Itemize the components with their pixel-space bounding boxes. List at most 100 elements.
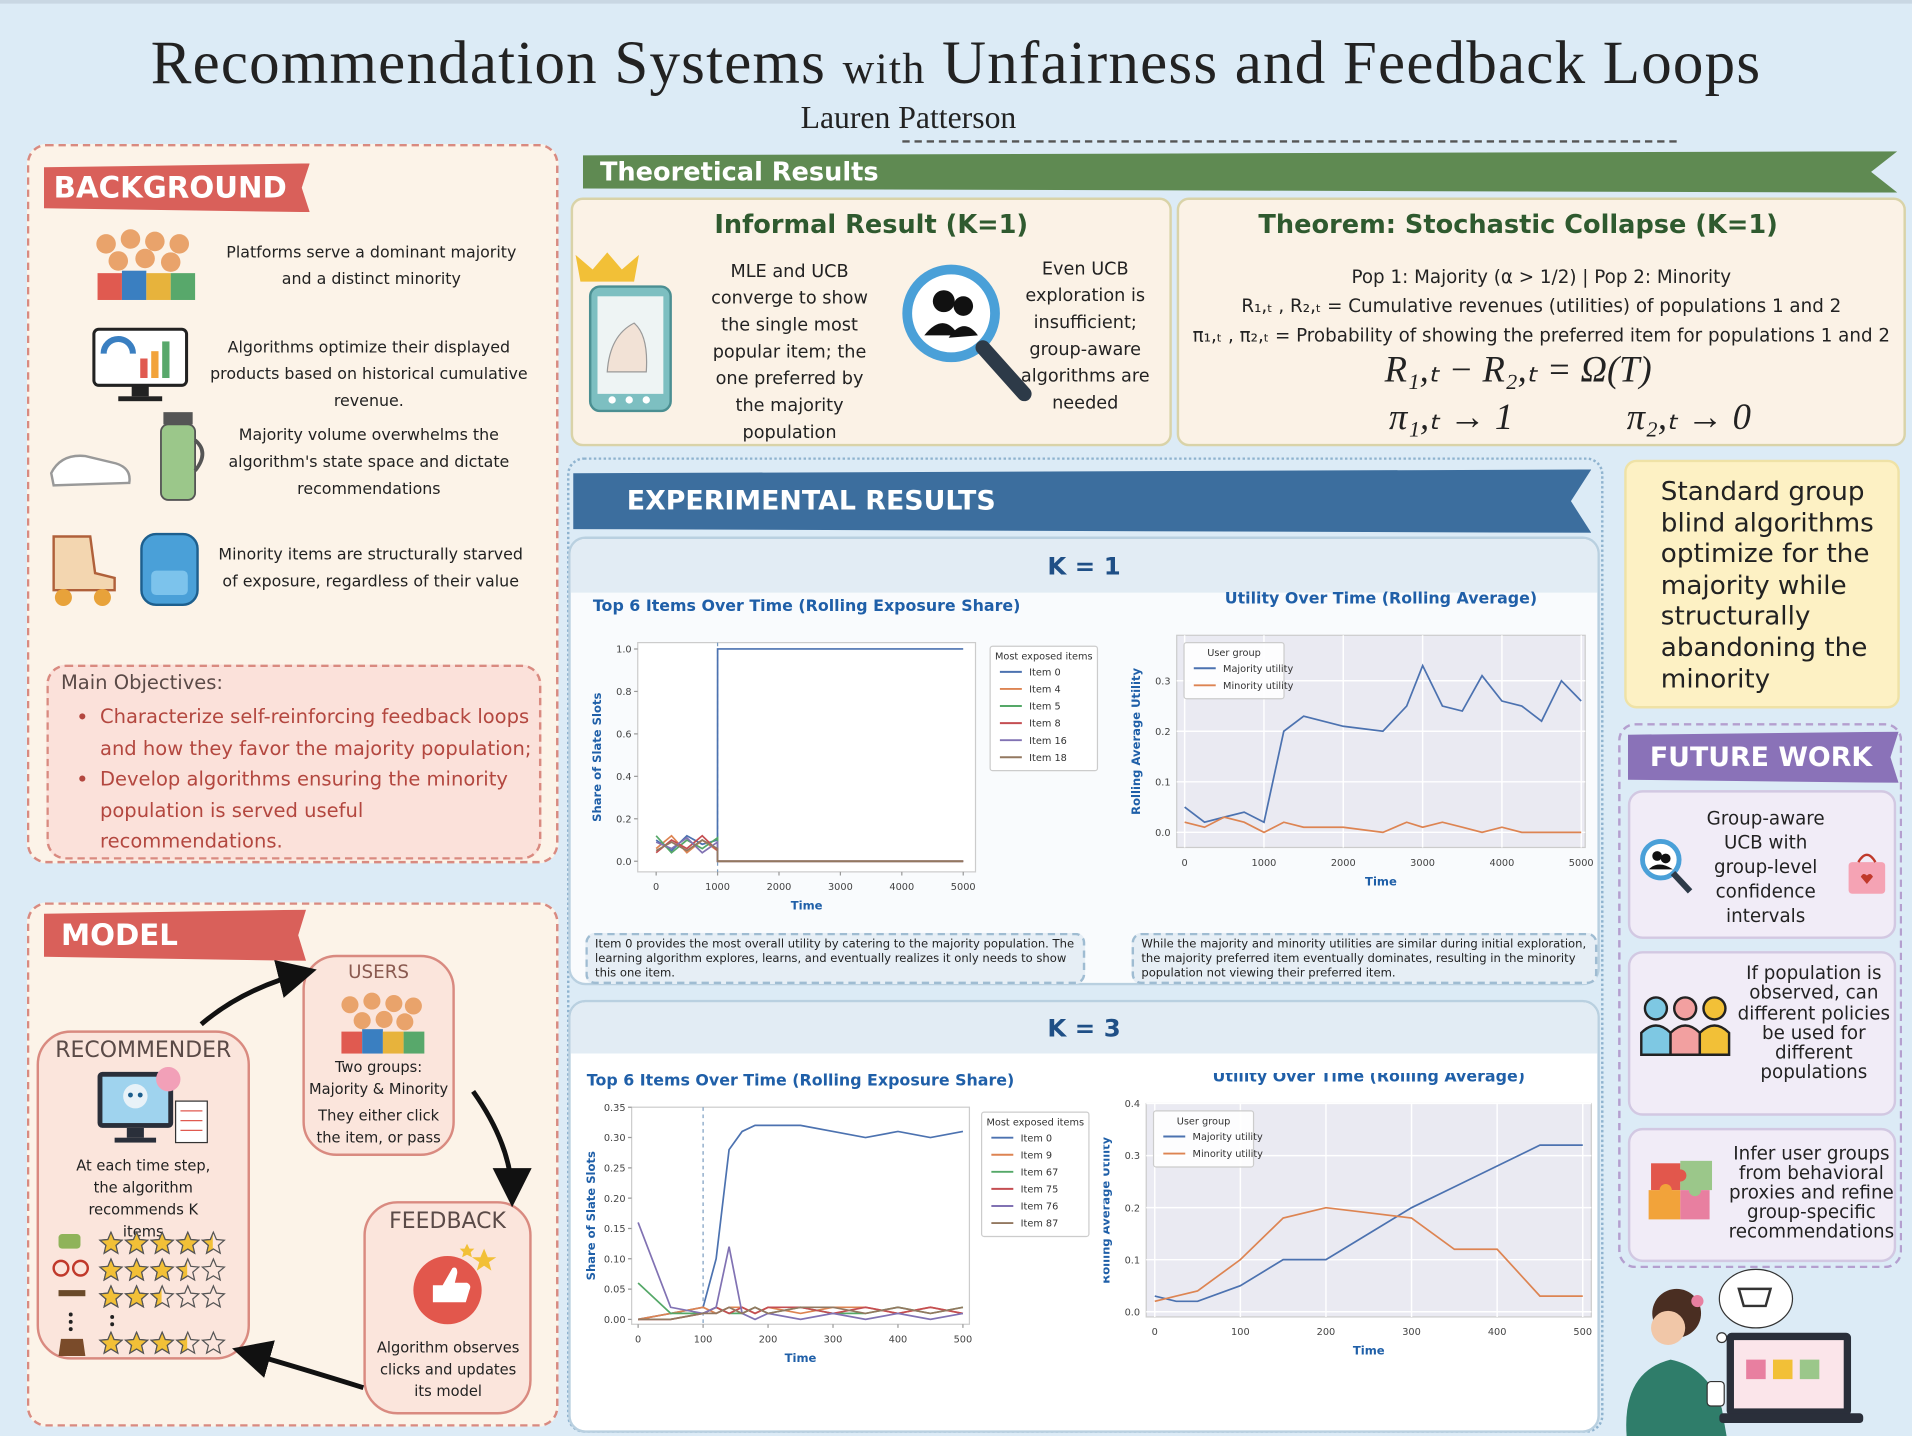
users-box [302, 954, 455, 1156]
users-icon-part-part [404, 997, 422, 1015]
legend-label: Minority utility [1193, 1149, 1264, 1160]
magnifier-icon-part [1652, 851, 1663, 861]
x-tick-label: 0 [1182, 858, 1188, 869]
series-line [1154, 1144, 1583, 1303]
puzzle-icon-part [1674, 1169, 1687, 1182]
ratings-part [110, 1322, 115, 1327]
k-label: K = 3 [570, 1002, 1598, 1054]
objectives-list: Characterize self-reinforcing feedback l… [49, 701, 539, 856]
background-text: Minority items are structurally starved … [218, 546, 523, 592]
x-tick-label: 400 [889, 1335, 908, 1346]
chart: Utility Over Time (Rolling Average) 0.0 0.… [1129, 591, 1594, 888]
shopper-illustration-part [1746, 1359, 1766, 1380]
theorem-line: π₁,ₜ , π₂,ₜ = Probability of showing the… [1192, 324, 1891, 347]
groups-icon-part-part [1640, 1024, 1672, 1056]
shoe-cup-icon [49, 412, 205, 501]
objectives-box [46, 664, 542, 860]
y-tick-label: 0.30 [604, 1133, 626, 1144]
y-tick-label: 0.6 [616, 730, 632, 741]
star-fill [98, 1258, 188, 1282]
magnifier-icon-part [948, 326, 978, 338]
shopper-illustration [1626, 1268, 1864, 1436]
users-icon-part-part [353, 1012, 371, 1030]
theorem-formula: R₁,ₜ − R₂,ₜ = Ω(T) [1384, 349, 1652, 391]
section-heading: Theoretical Results [582, 151, 1898, 193]
recommender-text: At each time step, the algorithm recomme… [76, 1157, 211, 1241]
y-tick-label: 1.0 [616, 645, 632, 656]
x-tick-label: 5000 [1569, 858, 1594, 869]
y-tick-label: 0.3 [1155, 676, 1171, 687]
users-icon-part-part [385, 995, 403, 1013]
star [175, 1258, 188, 1282]
monitor-icon-part [92, 327, 189, 387]
puzzle-icon-part [1659, 1184, 1672, 1197]
informal-text: MLE and UCB converge to show the single … [711, 262, 868, 443]
people-icon [96, 229, 196, 300]
poster-title: Recommendation Systems with Unfairness a… [0, 27, 1912, 98]
model-arrows-part [199, 960, 317, 1027]
objective: Develop algorithms ensuring the minority… [100, 763, 539, 856]
background-text: Platforms serve a dominant majority and … [226, 243, 517, 289]
theorem-line: R₁,ₜ , R₂,ₜ = Cumulative revenues (utili… [1241, 295, 1842, 318]
y-tick-label: 0.1 [1125, 1255, 1141, 1266]
y-tick-label: 0.25 [604, 1163, 626, 1174]
people-icon-part-part [108, 251, 129, 271]
chart: Top 6 Items Over Time (Rolling Exposure … [590, 596, 1099, 913]
skate-backpack-icon-part [52, 535, 116, 592]
shoe-cup-icon-part [160, 423, 197, 501]
magnifier-icon [902, 264, 1032, 402]
star-rating [98, 1284, 226, 1309]
y-tick-label: 0.35 [604, 1103, 626, 1114]
robot-icon-part [114, 1137, 157, 1143]
y-axis-label: Rolling Average Utility [1129, 667, 1143, 814]
series-line [1154, 1206, 1583, 1303]
legend-label: Item 76 [1021, 1202, 1059, 1213]
bag-icon-part [1860, 873, 1873, 885]
ratings-part [58, 1338, 86, 1356]
x-tick-label: 300 [1402, 1327, 1421, 1338]
y-axis-label: Share of Slate Slots [590, 693, 604, 822]
monitor-icon-part [118, 396, 163, 402]
text-line: Majority & Minority [309, 1080, 449, 1098]
x-tick-label: 500 [1573, 1327, 1592, 1338]
magnifier-icon-part [1660, 853, 1671, 864]
star-fill [98, 1231, 213, 1255]
star [149, 1258, 175, 1282]
y-tick-label: 0.00 [604, 1315, 626, 1326]
legend-label: Item 5 [1029, 702, 1061, 713]
star-rating [98, 1230, 226, 1255]
box-title: RECOMMENDER [55, 1037, 232, 1064]
author: Lauren Patterson [800, 99, 1017, 136]
legend-label: Item 0 [1029, 668, 1061, 679]
star [124, 1231, 150, 1255]
robot-icon-part [128, 1092, 133, 1098]
legend-label: Item 4 [1029, 685, 1061, 696]
future-text: Group-aware UCB with group-level confide… [1706, 807, 1825, 927]
series-line [637, 1124, 964, 1321]
shopper-illustration-part [1706, 1380, 1725, 1407]
series-line [1184, 663, 1582, 824]
ratings-part [52, 1259, 70, 1277]
series-line [638, 1306, 964, 1321]
ratings-part [68, 1327, 73, 1332]
star [175, 1332, 188, 1355]
ratings-part [68, 1312, 73, 1317]
x-tick-label: 0 [1152, 1327, 1158, 1338]
theorem-card [1176, 197, 1906, 447]
y-tick-label: 0.20 [604, 1194, 626, 1205]
users-icon-part-part [363, 992, 381, 1010]
y-tick-label: 0.2 [616, 814, 632, 825]
skate-backpack-icon-part [93, 588, 111, 607]
users-icon-part [362, 1029, 383, 1054]
people-icon-part [170, 273, 196, 300]
robot-icon-part [156, 1066, 181, 1092]
star-rating [98, 1257, 226, 1282]
star [175, 1231, 201, 1255]
x-tick-label: 100 [1231, 1327, 1250, 1338]
people-icon-part-part [169, 234, 190, 254]
box-title: FEEDBACK [389, 1208, 506, 1235]
users-icon-part [341, 992, 422, 1031]
users-icon-part-part [375, 1010, 393, 1028]
legend-label: Item 16 [1029, 736, 1067, 747]
people-icon-part [121, 270, 147, 300]
